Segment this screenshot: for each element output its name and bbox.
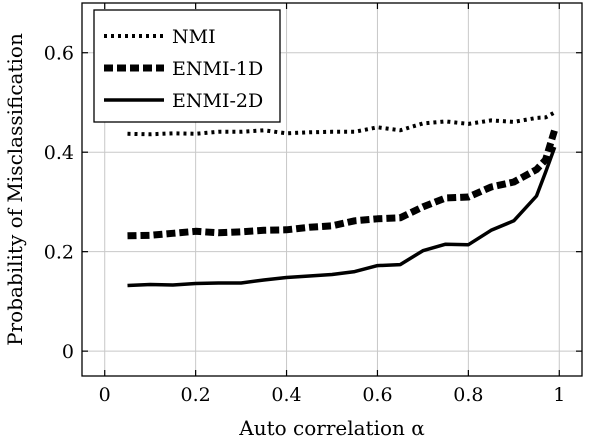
series-lines — [127, 110, 559, 288]
series-line-enmi-1d — [127, 128, 559, 240]
legend-label: ENMI-1D — [172, 58, 263, 80]
y-tick-label: 0.4 — [44, 142, 74, 164]
y-tick-label: 0.6 — [44, 43, 74, 65]
series-line-enmi-2d — [127, 146, 557, 288]
x-tick-label: 0.2 — [181, 384, 211, 406]
x-axis-label: Auto correlation α — [238, 416, 425, 440]
legend-label: ENMI-2D — [172, 90, 263, 112]
y-axis-label: Probability of Misclassification — [3, 33, 27, 346]
x-tick-label: 0.6 — [362, 384, 392, 406]
x-tick-label: 0.4 — [271, 384, 301, 406]
x-tick-label: 1 — [553, 384, 565, 406]
x-tick-label: 0.8 — [453, 384, 483, 406]
y-tick-label: 0 — [62, 341, 74, 363]
legend: NMI ENMI-1D ENMI-2D — [93, 9, 281, 123]
legend-label: NMI — [172, 26, 216, 48]
y-tick-label: 0.2 — [44, 242, 74, 264]
axis-ticks: 0 0.2 0.4 0.6 0.8 1 0 0.2 0.4 0.6 — [44, 3, 582, 406]
plot-frame — [81, 2, 583, 377]
x-tick-label: 0 — [99, 384, 111, 406]
